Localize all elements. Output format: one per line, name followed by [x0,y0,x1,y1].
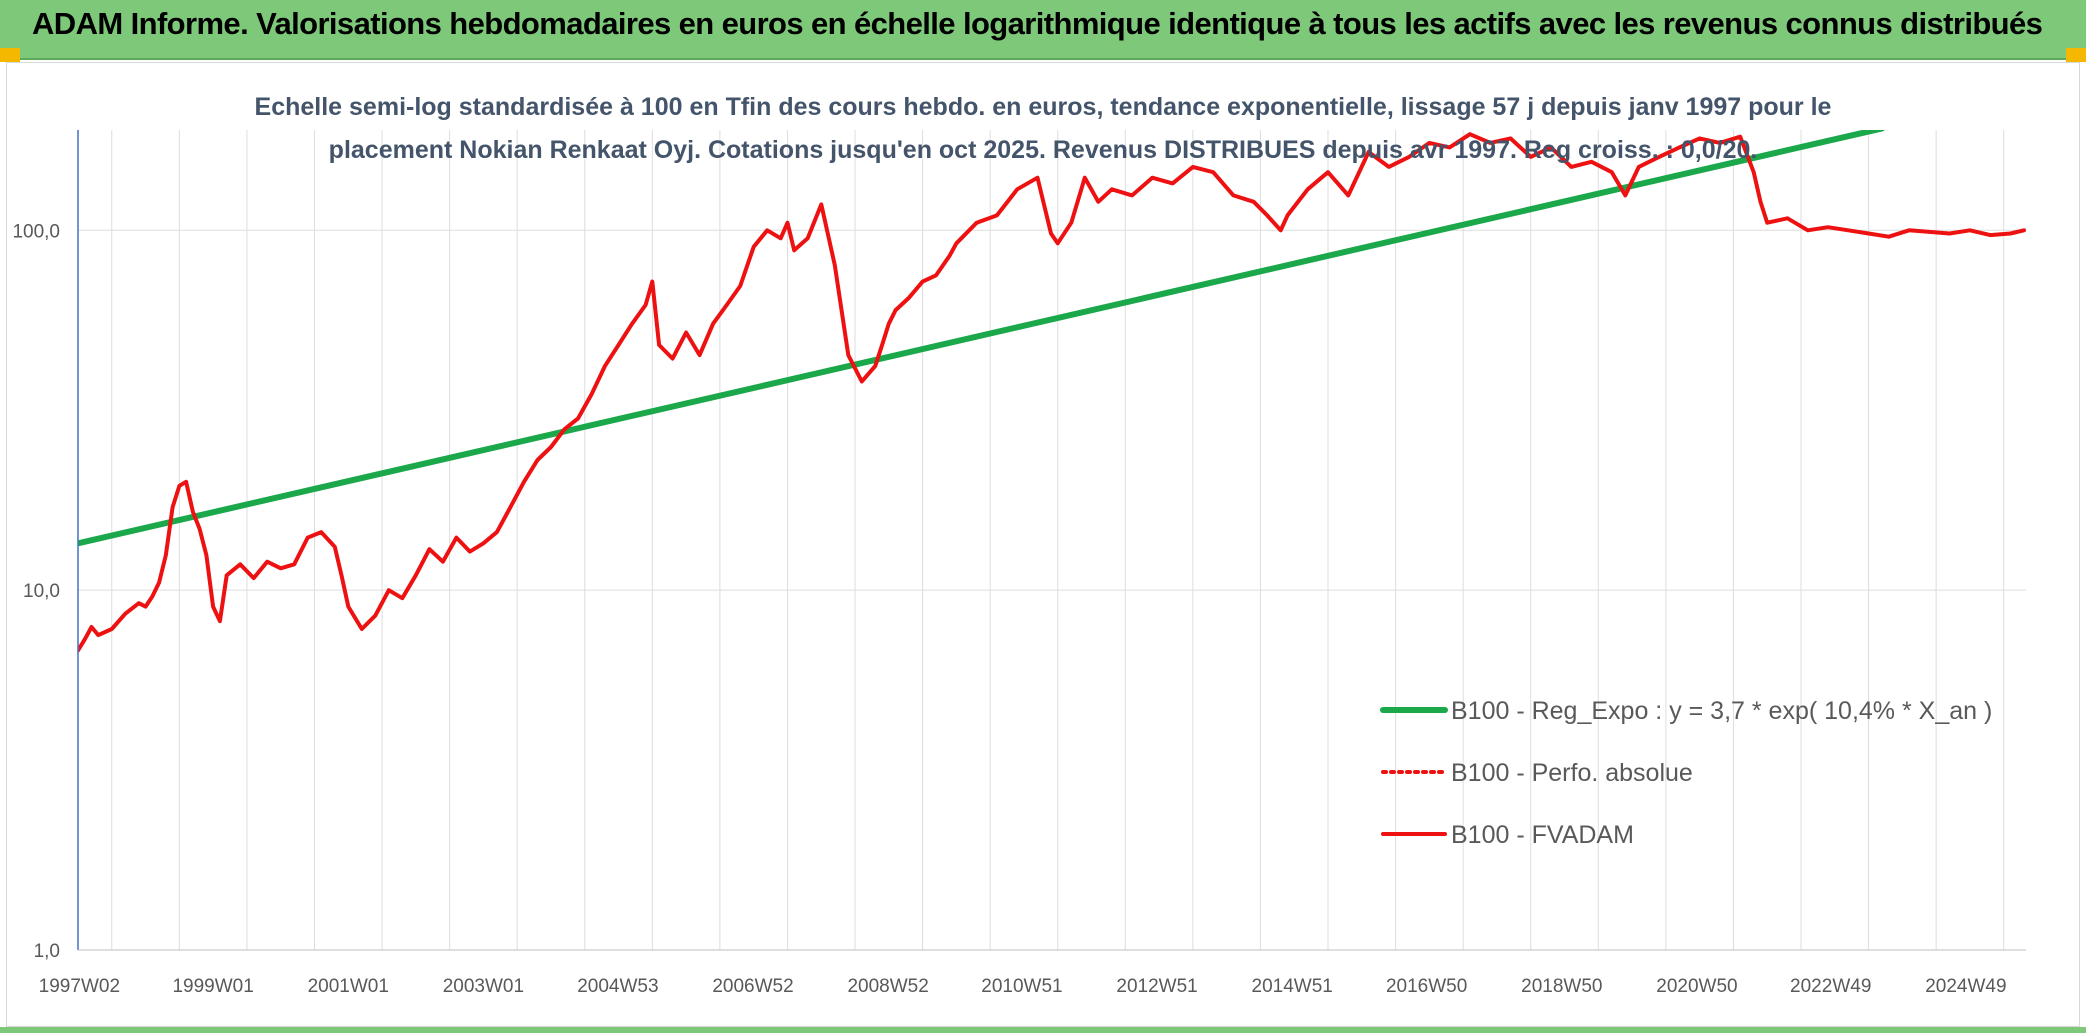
chart-title-line-1: Echelle semi-log standardisée à 100 en T… [255,93,1832,121]
x-tick-label: 2018W50 [1521,976,1602,997]
x-tick-label: 2016W50 [1386,976,1467,997]
corner-accent-left [0,48,20,62]
x-tick-label: 2024W49 [1925,976,2006,997]
x-tick-label: 2006W52 [712,976,793,997]
corner-accent-right [2066,48,2086,62]
series-line-0 [78,130,1885,547]
bottom-bar [0,1027,2086,1033]
y-tick-label: 100,0 [12,221,60,242]
axes: 1,0 10,0 100,0 1997W02 1999W01 2001W01 2003W01… [12,130,2026,997]
grid [78,130,2026,951]
y-tick-label: 10,0 [23,581,60,602]
x-tick-label: 2004W53 [577,976,658,997]
y-tick-label: 1,0 [34,941,60,962]
series-layer [78,130,2026,653]
x-tick-label: 2020W50 [1656,976,1737,997]
chart-title: Echelle semi-log standardisée à 100 en T… [255,93,1832,164]
x-tick-label: 2010W51 [981,976,1062,997]
series-line-1 [78,132,2026,653]
legend-label-0: B100 - Reg_Expo : y = 3,7 * exp( 10,4% *… [1451,697,1992,725]
legend-label-1: B100 - Perfo. absolue [1451,759,1693,787]
x-tick-label: 2014W51 [1252,976,1333,997]
legend-label-2: B100 - FVADAM [1451,821,1634,849]
report-title: ADAM Informe. Valorisations hebdomadaire… [32,6,2043,41]
x-tick-label: 2001W01 [308,976,389,997]
x-tick-label: 2003W01 [443,976,524,997]
x-tick-label: 1997W02 [39,976,120,997]
x-tick-label: 2012W51 [1116,976,1197,997]
chart-frame [6,62,2080,1027]
legend: B100 - Reg_Expo : y = 3,7 * exp( 10,4% *… [1380,697,1992,849]
report-header: ADAM Informe. Valorisations hebdomadaire… [0,0,2086,60]
x-tick-label: 2022W49 [1790,976,1871,997]
x-tick-label: 2008W52 [847,976,928,997]
chart-title-line-2: placement Nokian Renkaat Oyj. Cotations … [329,136,1758,164]
x-tick-label: 1999W01 [172,976,253,997]
